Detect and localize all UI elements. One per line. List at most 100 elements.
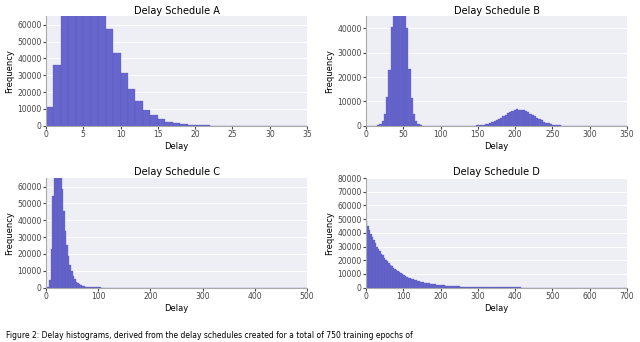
Bar — [478, 125, 480, 126]
Bar — [380, 251, 381, 288]
Bar — [456, 286, 457, 288]
Bar — [402, 274, 403, 288]
Bar — [507, 113, 509, 126]
Bar — [63, 211, 65, 288]
Bar — [136, 101, 143, 126]
Bar — [469, 287, 470, 288]
Bar — [390, 27, 393, 126]
Bar — [474, 287, 475, 288]
Bar — [429, 284, 430, 288]
Bar — [467, 287, 469, 288]
Bar — [369, 230, 371, 288]
Bar — [83, 286, 85, 288]
Bar — [406, 28, 408, 126]
Bar — [49, 280, 51, 288]
Bar — [529, 114, 532, 126]
Bar — [82, 286, 83, 288]
Bar — [509, 112, 511, 126]
Bar — [68, 0, 76, 126]
Bar — [444, 286, 445, 288]
Bar — [554, 125, 556, 126]
Bar — [380, 124, 381, 126]
Bar — [402, 0, 404, 126]
Bar — [431, 284, 433, 288]
Bar — [403, 275, 404, 288]
Bar — [372, 237, 373, 288]
Title: Delay Schedule C: Delay Schedule C — [134, 167, 220, 177]
Bar — [377, 125, 380, 126]
Bar — [388, 263, 390, 288]
Bar — [128, 89, 136, 126]
Bar — [76, 281, 77, 288]
Bar — [483, 287, 484, 288]
X-axis label: Delay: Delay — [484, 303, 509, 313]
Bar — [543, 122, 545, 126]
Bar — [480, 125, 483, 126]
Y-axis label: Frequency: Frequency — [6, 49, 15, 93]
Bar — [518, 110, 520, 126]
Bar — [393, 268, 394, 288]
Bar — [550, 124, 552, 126]
Bar — [52, 196, 54, 288]
Bar — [394, 269, 396, 288]
Bar — [83, 0, 91, 126]
Bar — [367, 226, 369, 288]
Bar — [421, 282, 422, 288]
Bar — [381, 254, 382, 288]
Bar — [461, 287, 463, 288]
Bar — [440, 285, 442, 288]
Bar — [552, 124, 554, 126]
Bar — [536, 118, 538, 126]
Bar — [404, 276, 406, 288]
Bar — [375, 243, 376, 288]
Bar — [381, 121, 384, 126]
Bar — [413, 280, 415, 288]
Bar — [527, 112, 529, 126]
Bar — [449, 286, 451, 288]
Bar — [406, 277, 408, 288]
Bar — [376, 247, 378, 288]
Bar — [436, 285, 438, 288]
Bar — [390, 265, 391, 288]
Bar — [53, 65, 61, 126]
Bar — [430, 284, 431, 288]
Bar — [399, 272, 400, 288]
Bar — [422, 282, 424, 288]
Bar — [55, 124, 57, 288]
Bar — [58, 140, 60, 288]
Bar — [417, 281, 418, 288]
Bar — [412, 279, 413, 288]
Bar — [514, 110, 516, 126]
Bar — [511, 111, 514, 126]
Bar — [60, 164, 61, 288]
Bar — [57, 124, 58, 288]
Bar — [396, 270, 397, 288]
Bar — [65, 231, 67, 288]
Bar — [415, 280, 417, 288]
Title: Delay Schedule A: Delay Schedule A — [134, 5, 220, 15]
Bar — [478, 287, 479, 288]
Bar — [556, 125, 559, 126]
Bar — [458, 287, 460, 288]
Bar — [502, 116, 505, 126]
Bar — [460, 287, 461, 288]
Bar — [85, 287, 86, 288]
Bar — [385, 260, 387, 288]
Bar — [397, 271, 399, 288]
Bar — [399, 0, 402, 126]
Bar — [386, 97, 388, 126]
Bar — [520, 110, 523, 126]
Bar — [188, 125, 195, 126]
Bar — [505, 115, 507, 126]
Bar — [476, 287, 478, 288]
Bar — [487, 124, 489, 126]
Bar — [408, 69, 411, 126]
Bar — [427, 283, 429, 288]
Bar — [483, 125, 484, 126]
Bar — [88, 287, 90, 288]
Bar — [384, 114, 386, 126]
Bar — [81, 285, 82, 288]
Bar — [516, 109, 518, 126]
Bar — [90, 287, 92, 288]
Bar — [76, 0, 83, 126]
